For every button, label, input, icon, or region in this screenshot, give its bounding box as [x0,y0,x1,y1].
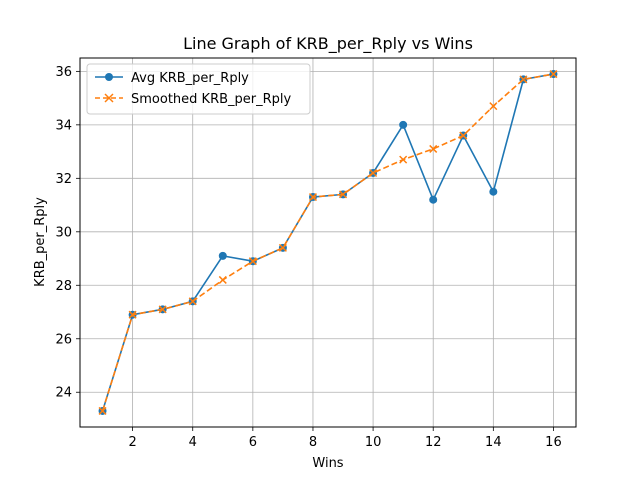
legend: Avg KRB_per_Rply Smoothed KRB_per_Rply [86,63,311,115]
y-tick-label: 36 [55,65,72,80]
y-tick-label: 30 [55,225,72,240]
data-point [128,310,137,319]
x-tick-label: 16 [545,435,562,450]
series-layer [98,70,558,415]
plot-frame [79,57,577,428]
data-point [429,144,438,153]
data-point [489,187,498,196]
y-tick-label: 24 [55,386,72,401]
x-tick-label: 14 [485,435,502,450]
x-tick-label: 10 [365,435,382,450]
series-line [101,73,554,412]
data-point [248,257,257,266]
data-point [369,168,378,178]
x-axis-label: Wins [312,456,343,471]
data-point [429,195,438,204]
data-point [399,120,408,129]
series-1 [98,70,558,415]
x-tick-label: 4 [189,435,197,450]
data-point [459,131,468,140]
data-point [489,102,498,111]
legend-marker-smoothed [104,93,114,103]
data-point [188,297,197,306]
legend-marker-avg [105,73,113,81]
legend-box [86,63,311,115]
data-point [338,190,348,199]
y-axis-label: KRB_per_Rply [33,197,48,287]
y-tick-label: 32 [55,172,72,187]
data-point [158,305,167,314]
data-point [519,75,528,84]
data-point [98,406,107,415]
data-point [278,243,287,252]
chart-title: Line Graph of KRB_per_Rply vs Wins [183,34,473,54]
x-tick-label: 6 [249,435,257,450]
x-tick-label: 8 [309,435,317,450]
y-tick-label: 34 [55,118,72,133]
data-point [308,193,318,202]
x-tick-label: 2 [128,435,136,450]
legend-label-avg: Avg KRB_per_Rply [131,71,249,86]
data-point [218,275,227,284]
x-tick-label: 12 [425,435,442,450]
grid-layer [80,58,576,427]
data-point [218,251,227,260]
y-tick-label: 26 [55,332,72,347]
y-tick-label: 28 [55,279,72,294]
data-point [549,70,558,79]
data-point [399,155,408,164]
legend-label-smoothed: Smoothed KRB_per_Rply [131,92,292,107]
